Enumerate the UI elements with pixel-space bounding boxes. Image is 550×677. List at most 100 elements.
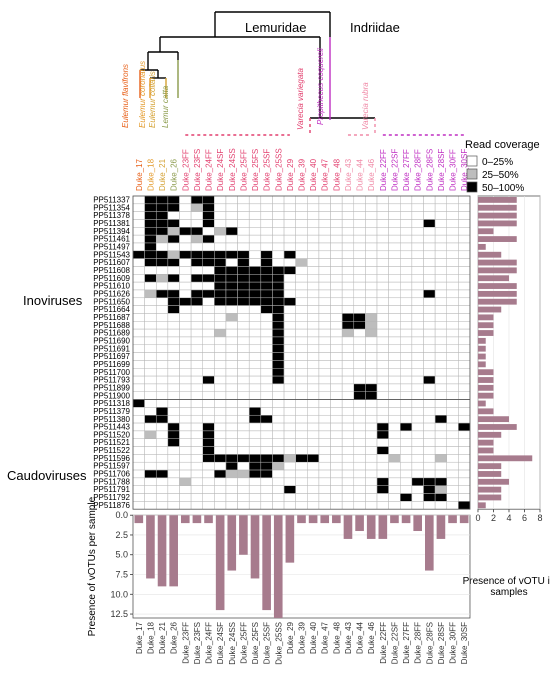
heatmap-cell	[260, 195, 273, 205]
sample-label-top: Duke_39	[297, 158, 306, 191]
heatmap-cell	[423, 438, 436, 447]
heatmap-cell	[214, 493, 227, 502]
sample-label-top: Duke_21	[158, 158, 167, 191]
heatmap-cell	[423, 203, 436, 212]
heatmap-cell	[400, 454, 413, 463]
heatmap-cell	[434, 430, 447, 439]
heatmap-cell	[458, 297, 471, 306]
heatmap-cell	[179, 211, 192, 220]
heatmap-cell	[283, 234, 296, 244]
heatmap-cell	[341, 313, 355, 322]
heatmap-cell	[225, 250, 238, 259]
heatmap-cell	[341, 391, 355, 400]
heatmap-cell	[214, 438, 227, 447]
heatmap-cell	[190, 227, 203, 236]
heatmap-cell	[179, 195, 192, 205]
heatmap-cell	[318, 227, 331, 236]
heatmap-cell	[341, 454, 355, 463]
heatmap-cell	[179, 383, 192, 393]
heatmap-cell	[167, 368, 180, 377]
heatmap-cell	[167, 422, 180, 432]
heatmap-cell	[248, 321, 262, 330]
heatmap-cell	[190, 203, 203, 212]
sample-label-top: Duke_48	[332, 158, 341, 191]
heatmap-cell	[155, 375, 169, 385]
heatmap-cell	[411, 383, 424, 393]
heatmap-cell	[330, 414, 343, 424]
heatmap-cell	[167, 352, 180, 361]
heatmap-cell	[376, 321, 389, 330]
heatmap-cell	[202, 211, 215, 220]
heatmap-cell	[446, 414, 459, 424]
heatmap-cell	[272, 313, 285, 322]
heatmap-cell	[190, 469, 203, 479]
heatmap-cell	[458, 391, 471, 400]
heatmap-cell	[144, 446, 157, 455]
sample-label-bottom: Duke_26	[170, 621, 179, 654]
heatmap-cell	[283, 446, 296, 455]
heatmap-cell	[225, 477, 238, 486]
heatmap-cell	[330, 422, 343, 432]
heatmap-cell	[260, 344, 273, 353]
heatmap-cell	[388, 477, 401, 486]
heatmap-cell	[237, 203, 250, 212]
heatmap-cell	[353, 352, 366, 361]
heatmap-cell	[307, 336, 320, 346]
sample-label-bottom: Duke_28FF	[414, 622, 423, 664]
heatmap-cell	[190, 375, 203, 385]
heatmap-cell	[330, 195, 343, 205]
heatmap-cell	[411, 501, 424, 510]
heatmap-cell	[411, 430, 424, 439]
heatmap-cell	[307, 446, 320, 455]
heatmap-cell	[225, 234, 238, 244]
sample-presence-tick-label: 5.0	[115, 550, 128, 560]
species-labels: Eulemur flavifrons Eulemur coronatus Eulem…	[121, 48, 370, 130]
heatmap-cell	[376, 438, 389, 447]
heatmap-cell	[434, 344, 447, 353]
heatmap-cell	[144, 414, 157, 424]
heatmap-cell	[248, 234, 262, 244]
heatmap-cell	[248, 493, 262, 502]
votu-label: PP511699	[93, 360, 130, 369]
heatmap-cell	[190, 430, 203, 439]
heatmap-cell	[237, 258, 250, 267]
heatmap-cell	[295, 368, 308, 377]
heatmap-cell	[434, 336, 447, 346]
heatmap-cell	[423, 430, 436, 439]
heatmap-cell	[376, 430, 389, 439]
heatmap-cell	[260, 211, 273, 220]
heatmap-cell	[388, 195, 401, 205]
heatmap-cell	[202, 383, 215, 393]
heatmap-cell	[190, 399, 203, 408]
heatmap-cell	[190, 391, 203, 400]
heatmap-cell	[144, 485, 157, 494]
heatmap-cell	[144, 368, 157, 377]
heatmap-cell	[353, 297, 366, 306]
heatmap-cell	[202, 469, 215, 479]
heatmap-cell	[179, 375, 192, 385]
heatmap-cell	[411, 203, 424, 212]
heatmap-cell	[434, 446, 447, 455]
heatmap-cell	[179, 485, 192, 494]
heatmap-cell	[144, 289, 157, 299]
heatmap-cell	[167, 305, 180, 314]
heatmap-cell	[330, 407, 343, 416]
heatmap-cell	[307, 414, 320, 424]
heatmap-cell	[214, 383, 227, 393]
heatmap-cell	[446, 368, 459, 377]
sample-presence-bar	[204, 515, 213, 524]
sample-label-top: Duke_28SF	[437, 149, 446, 191]
heatmap-cell	[376, 469, 389, 479]
heatmap-cell	[214, 344, 227, 353]
heatmap-cell	[295, 227, 308, 236]
sample-presence-tick-label: 7.5	[115, 570, 128, 580]
sample-presence-tick-label: 0.0	[115, 510, 128, 520]
heatmap-cell	[458, 422, 471, 432]
heatmap-cell	[260, 368, 273, 377]
heatmap-cell	[353, 328, 366, 338]
heatmap-cell	[167, 274, 180, 283]
heatmap-cell	[225, 336, 238, 346]
heatmap-cell	[353, 368, 366, 377]
heatmap-cell	[179, 266, 192, 275]
